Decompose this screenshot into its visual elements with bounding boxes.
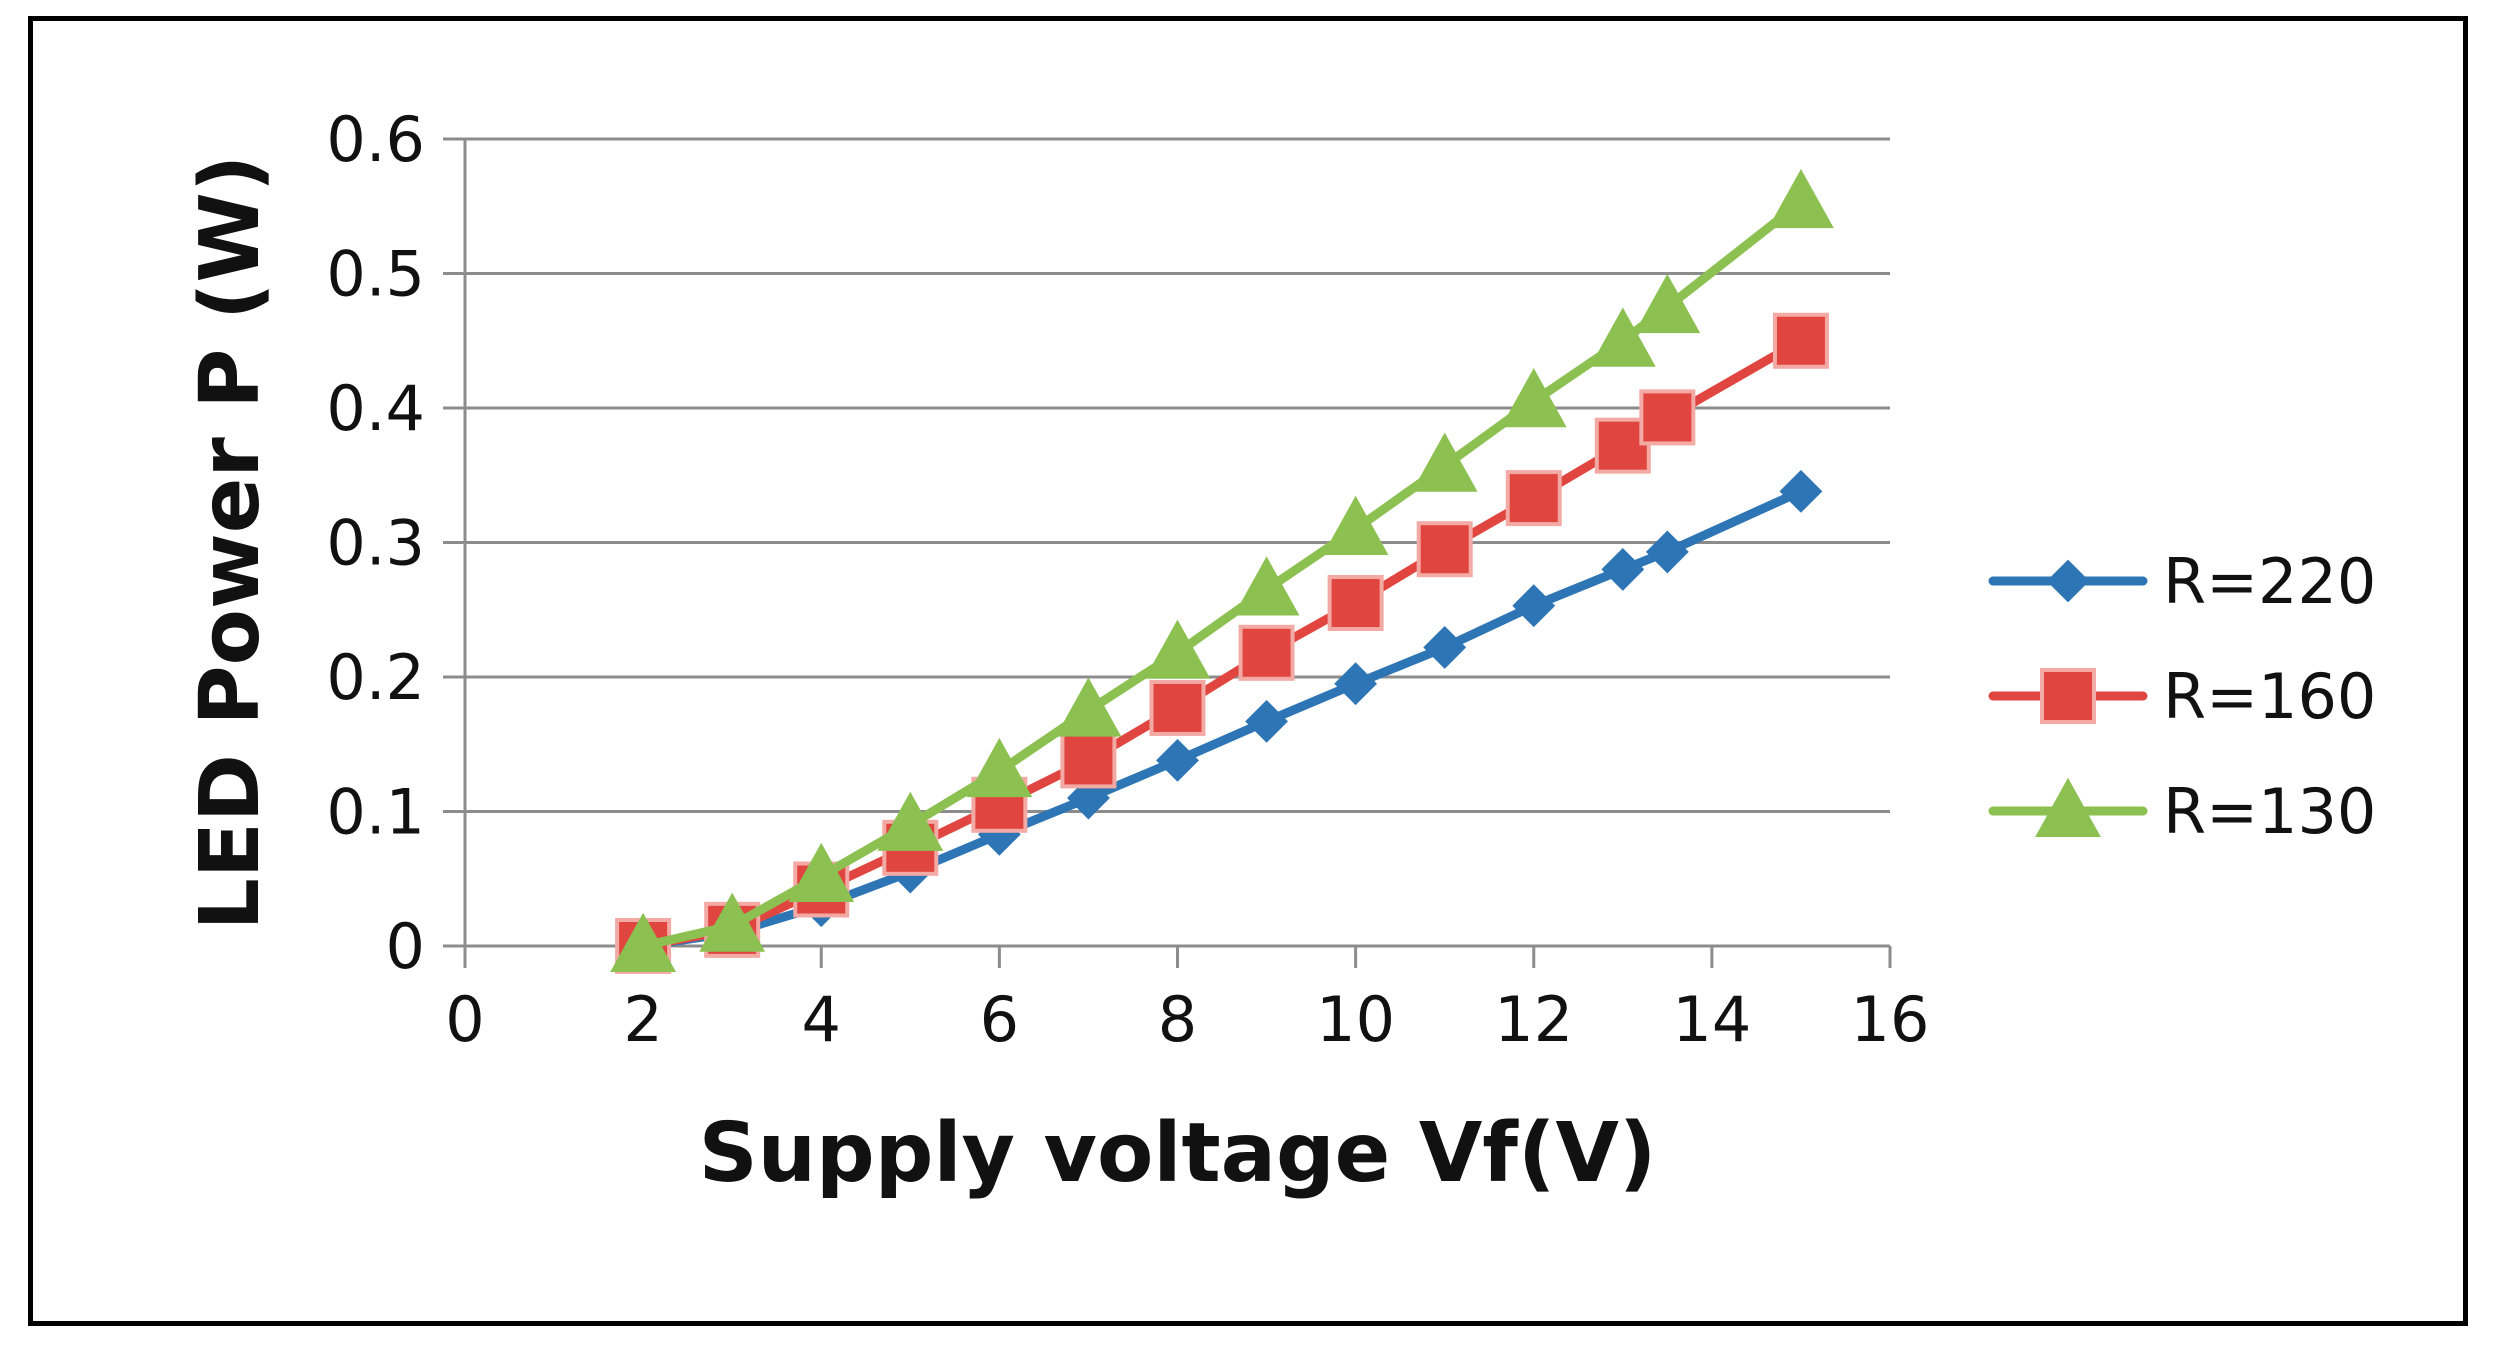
- data-point: [1589, 307, 1656, 367]
- legend-item: R=130: [1988, 775, 2376, 848]
- y-tick-label: 0.1: [326, 776, 425, 849]
- data-point: [699, 892, 766, 952]
- data-point: [1149, 679, 1206, 736]
- data-point: [1411, 432, 1478, 492]
- data-point: [1645, 530, 1689, 574]
- data-point: [1601, 547, 1645, 591]
- y-tick-label: 0.2: [326, 641, 425, 714]
- data-point: [1238, 624, 1295, 681]
- data-point: [1639, 389, 1696, 446]
- x-tick-label: 0: [445, 983, 484, 1056]
- series-layer: [610, 168, 1834, 974]
- y-tick-label: 0.3: [326, 507, 425, 580]
- legend-label: R=160: [2163, 660, 2376, 733]
- legend-label: R=220: [2163, 545, 2376, 618]
- legend-item: R=160: [1988, 660, 2376, 733]
- data-point: [1327, 575, 1384, 632]
- data-point: [788, 842, 855, 903]
- legend-item: R=220: [1988, 545, 2376, 618]
- data-point: [966, 737, 1033, 798]
- x-tick-label: 14: [1672, 983, 1751, 1056]
- data-point: [1768, 168, 1834, 229]
- legend-marker: [2035, 777, 2101, 837]
- y-tick-label: 0.4: [326, 372, 425, 445]
- x-tick-label: 10: [1316, 983, 1395, 1056]
- y-tick-label: 0.5: [326, 238, 425, 311]
- data-point: [1055, 677, 1122, 737]
- x-tick-label: 8: [1158, 983, 1197, 1056]
- data-point: [1144, 619, 1211, 679]
- legend-label: R=130: [2163, 775, 2376, 848]
- data-point: [1245, 699, 1288, 743]
- data-point: [1156, 738, 1199, 782]
- data-point: [1322, 495, 1389, 556]
- axes: [443, 137, 1892, 968]
- data-point: [1423, 625, 1467, 669]
- legend-marker: [2046, 559, 2090, 603]
- tick-labels: 0 0.1 0.2 0.3 0.4 0.5 0.6 0 2 4 6 8 10 12 14 16: [326, 103, 1929, 1056]
- data-point: [610, 912, 677, 972]
- data-point: [1779, 469, 1823, 513]
- series-r-130: [610, 168, 1834, 972]
- x-tick-label: 2: [623, 983, 662, 1056]
- data-point: [1634, 273, 1701, 334]
- data-point: [1772, 312, 1829, 369]
- series-r-160: [615, 312, 1829, 974]
- legend-marker: [2040, 668, 2096, 724]
- data-point: [1233, 556, 1300, 616]
- data-point: [1505, 470, 1562, 527]
- data-point: [1512, 584, 1556, 628]
- y-tick-label: 0.6: [326, 103, 425, 176]
- data-point: [877, 791, 944, 851]
- x-axis-title: Supply voltage Vf(V): [699, 1106, 1657, 1201]
- x-tick-label: 6: [980, 983, 1019, 1056]
- x-tick-label: 16: [1851, 983, 1930, 1056]
- y-axis-title: LED Power P (W): [183, 155, 278, 931]
- chart-svg: 00.10.20.30.40.50.60 2 4 6 8 10 12 14 16 R=220R=…: [183, 103, 2376, 1201]
- grid-lines: [465, 137, 1890, 813]
- x-tick-label: 4: [802, 983, 841, 1056]
- chart-frame: 0 0.1 0.2 0.3 0.4 0.5 0.6 0 2 4 6 8 10 12 14 16 R=220 R=…: [28, 16, 2468, 1326]
- x-tick-label: 12: [1494, 983, 1573, 1056]
- data-point: [1500, 368, 1567, 428]
- legend: R=220 R=160 R=130: [1988, 545, 2376, 848]
- data-point: [1334, 662, 1378, 706]
- data-point: [1416, 521, 1473, 578]
- data-point: [1060, 732, 1117, 789]
- y-tick-label: 0: [386, 910, 425, 983]
